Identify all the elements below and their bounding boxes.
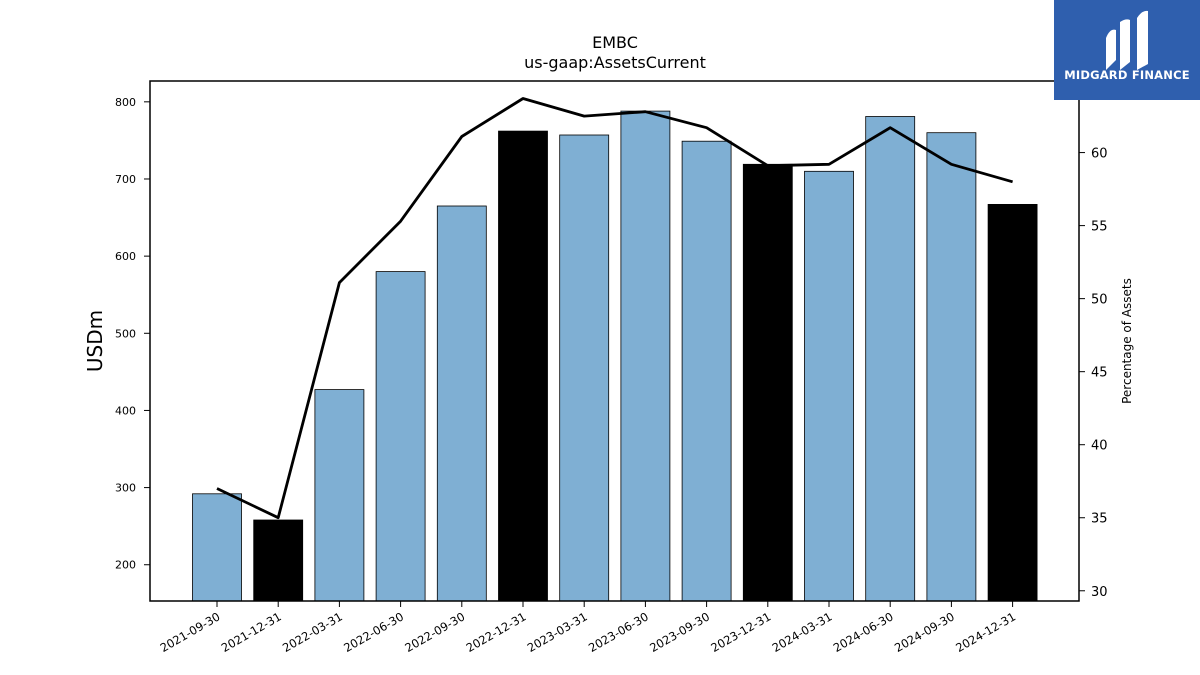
x-tick-label: 2023-06-30 — [586, 609, 651, 655]
x-tick-label: 2024-06-30 — [831, 609, 896, 655]
bar-2022-12-31 — [498, 130, 548, 602]
y-tick-label: 200 — [115, 559, 136, 572]
bar-2023-12-31 — [742, 163, 793, 602]
chart-subtitle: us-gaap:AssetsCurrent — [524, 53, 706, 72]
bar-2024-03-31 — [804, 170, 854, 602]
x-tick-label: 2024-03-31 — [770, 609, 835, 655]
x-tick-label: 2022-03-31 — [280, 609, 345, 655]
y2-tick-label: 40 — [1091, 439, 1108, 454]
bar-2023-09-30 — [681, 140, 732, 602]
percentage-line — [216, 97, 1013, 520]
x-tick-label: 2023-03-31 — [525, 609, 590, 655]
bars-group — [192, 110, 1038, 602]
y-axis-right: 30 35 40 45 50 55 60 — [1079, 147, 1108, 600]
line-group — [216, 97, 1013, 520]
y-tick-label: 400 — [115, 404, 136, 417]
x-tick-label: 2021-12-31 — [219, 609, 284, 655]
x-tick-label: 2022-12-31 — [464, 609, 529, 655]
x-tick-label: 2021-09-30 — [158, 609, 223, 655]
bar-2024-09-30 — [926, 132, 977, 602]
x-tick-label: 2022-09-30 — [402, 609, 467, 655]
bar-2021-12-31 — [253, 519, 304, 602]
y-tick-label: 600 — [115, 250, 136, 263]
chart-title: EMBC — [592, 33, 638, 52]
x-tick-label: 2022-06-30 — [341, 609, 406, 655]
midgard-logo-icon — [1106, 10, 1148, 70]
bar-2023-06-30 — [620, 110, 671, 602]
y-axis-left: 200 300 400 500 600 700 800 — [115, 96, 150, 572]
bar-2024-12-31 — [987, 203, 1038, 602]
plot-frame — [149, 80, 1080, 602]
x-axis: 2021-09-302021-12-312022-03-312022-06-30… — [158, 601, 1018, 655]
bar-2023-03-31 — [559, 134, 610, 602]
y2-tick-label: 30 — [1091, 585, 1108, 600]
y2-tick-label: 35 — [1091, 512, 1108, 527]
y2-tick-label: 60 — [1091, 147, 1108, 162]
y-axis-label: USDm — [83, 310, 107, 372]
y2-axis-label: Percentage of Assets — [1120, 278, 1134, 404]
bar-2022-06-30 — [375, 271, 426, 602]
bar-2022-03-31 — [314, 389, 365, 602]
y2-tick-label: 55 — [1091, 220, 1108, 235]
brand-logo: MIDGARD FINANCE — [1054, 0, 1200, 100]
x-tick-label: 2024-09-30 — [892, 609, 957, 655]
brand-name: MIDGARD FINANCE — [1064, 68, 1190, 82]
bar-2021-09-30 — [192, 493, 242, 602]
y2-tick-label: 50 — [1091, 293, 1108, 308]
y2-tick-label: 45 — [1091, 366, 1108, 381]
x-tick-label: 2023-12-31 — [708, 609, 773, 655]
y-tick-label: 800 — [115, 96, 136, 109]
bar-2022-09-30 — [436, 205, 487, 602]
x-tick-label: 2024-12-31 — [953, 609, 1018, 655]
y-tick-label: 300 — [115, 482, 136, 495]
y-tick-label: 700 — [115, 173, 136, 186]
bar-2024-06-30 — [865, 116, 916, 602]
y-tick-label: 500 — [115, 327, 136, 340]
x-tick-label: 2023-09-30 — [647, 609, 712, 655]
